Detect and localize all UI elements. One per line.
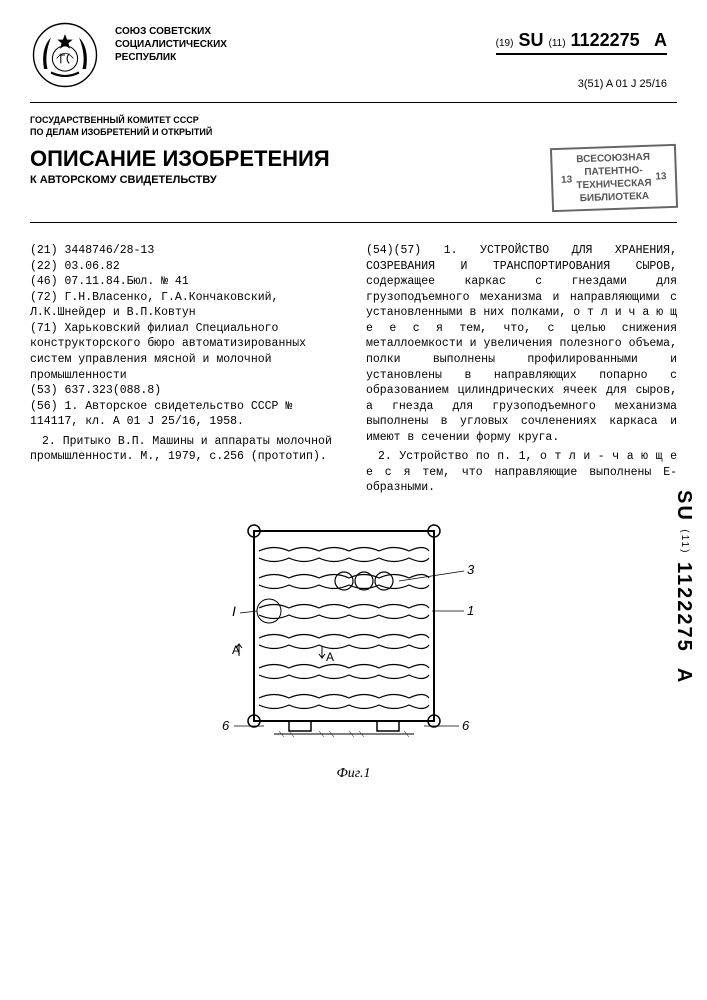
svg-text:3: 3 <box>467 562 475 577</box>
bibliographic-column: (21) 3448746/28-13 (22) 03.06.82 (46) 07… <box>30 243 341 495</box>
committee-name: ГОСУДАРСТВЕННЫЙ КОМИТЕТ СССР ПО ДЕЛАМ ИЗ… <box>30 115 677 138</box>
svg-text:I: I <box>232 603 236 619</box>
divider <box>30 222 677 223</box>
library-stamp: ВСЕСОЮЗНАЯ 13 ПАТЕНТНО- ТЕХНИЧЕСКАЯ 13 Б… <box>550 144 678 212</box>
filing-date: (22) 03.06.82 <box>30 259 341 275</box>
ipc-classification: 3(51) A 01 J 25/16 <box>578 78 667 90</box>
publication-date: (46) 07.11.84.Бюл. № 41 <box>30 274 341 290</box>
references: (56) 1. Авторское свидетельство СССР № 1… <box>30 399 341 430</box>
inventors: (72) Г.Н.Власенко, Г.А.Кончаковский, Л.К… <box>30 290 341 321</box>
figure-1-drawing: I A A 3 1 6 6 <box>214 516 494 756</box>
claim-2: 2. Устройство по п. 1, о т л и - ч а ю щ… <box>366 449 677 496</box>
applicant: (71) Харьковский филиал Специального кон… <box>30 321 341 383</box>
references-2: 2. Притыко В.П. Машины и аппараты молочн… <box>30 434 341 465</box>
svg-text:6: 6 <box>222 718 230 733</box>
side-publication-number: SU (11) 1122275 A <box>672 490 695 684</box>
claims-column: (54)(57) 1. УСТРОЙСТВО ДЛЯ ХРАНЕНИЯ, СОЗ… <box>366 243 677 495</box>
application-number: (21) 3448746/28-13 <box>30 243 341 259</box>
svg-text:6: 6 <box>462 718 470 733</box>
figure-label: Фиг.1 <box>30 766 677 782</box>
state-emblem <box>30 20 100 90</box>
document-subtitle: К АВТОРСКОМУ СВИДЕТЕЛЬСТВУ <box>30 174 330 186</box>
svg-text:A: A <box>326 650 334 664</box>
claim-1: (54)(57) 1. УСТРОЙСТВО ДЛЯ ХРАНЕНИЯ, СОЗ… <box>366 243 677 445</box>
udc-classification: (53) 637.323(088.8) <box>30 383 341 399</box>
svg-text:1: 1 <box>467 603 474 618</box>
publication-number: (19) SU (11) 1122275 A <box>496 30 667 55</box>
document-title: ОПИСАНИЕ ИЗОБРЕТЕНИЯ <box>30 146 330 172</box>
divider <box>30 102 677 103</box>
